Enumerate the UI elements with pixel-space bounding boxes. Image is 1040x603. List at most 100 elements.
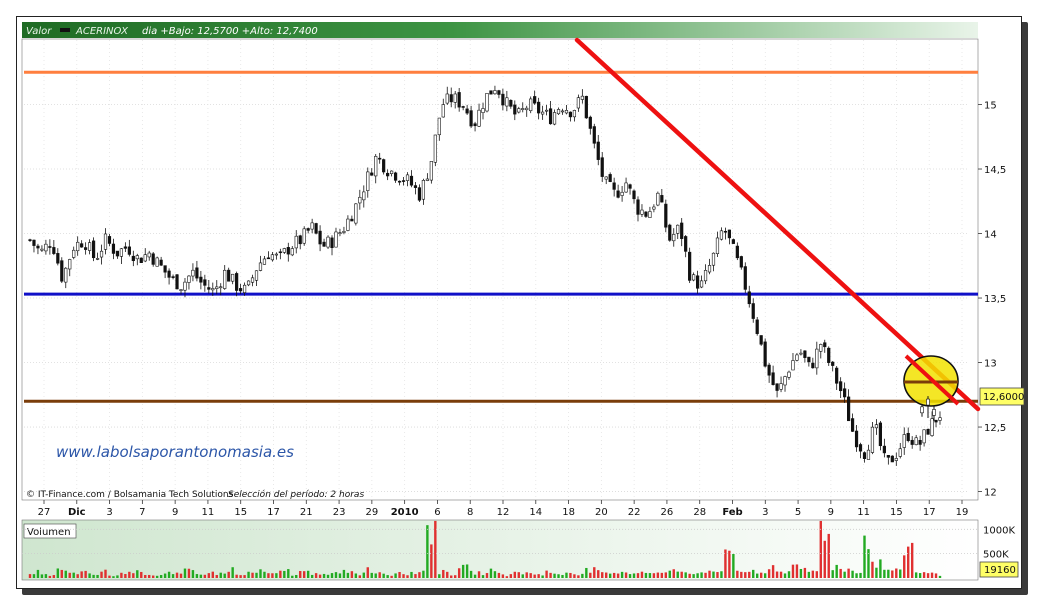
candle-body [88, 242, 92, 251]
volume-bar [521, 574, 524, 578]
volume-bar [275, 573, 278, 578]
volume-bar [672, 569, 675, 578]
volume-bar [326, 574, 330, 578]
candle-body [235, 273, 239, 291]
volume-bar [831, 570, 834, 578]
candle-body [350, 218, 354, 222]
candle-body [449, 94, 453, 103]
level-lines [24, 70, 978, 403]
volume-bar [124, 574, 127, 578]
header-ticker: ACERINOX [75, 26, 129, 37]
candle-body [556, 109, 561, 115]
candle-body [699, 280, 704, 288]
candle-body [366, 171, 370, 191]
volume-bar [938, 575, 942, 578]
volume-bar [628, 574, 632, 578]
candle-body [572, 110, 577, 118]
candle-body [397, 180, 402, 183]
candle-body [839, 381, 843, 392]
candle-body [163, 265, 167, 273]
candle-body [791, 360, 795, 371]
candle-body [250, 277, 255, 283]
volume-bar [549, 572, 552, 578]
candle-body [147, 252, 151, 258]
candle-body [91, 240, 96, 259]
volume-bar [930, 572, 934, 578]
volume-bar [744, 572, 747, 578]
candle-body [386, 172, 390, 177]
volume-bar [533, 574, 536, 578]
volume-bar [716, 572, 719, 578]
volume-bar [88, 573, 91, 578]
candle-body [242, 284, 247, 293]
volume-bar [183, 568, 187, 578]
volume-bar [926, 573, 930, 578]
candle-body [926, 398, 930, 406]
candle-body [421, 180, 426, 200]
x-tick-label: 17 [923, 507, 936, 518]
volume-bar [231, 567, 234, 578]
candle-body [695, 275, 700, 289]
candle-body [850, 418, 855, 432]
volume-bar [664, 572, 668, 578]
volume-bar [545, 570, 548, 578]
candle-body [135, 255, 139, 260]
volume-bar [128, 571, 131, 578]
volume-bar [473, 574, 477, 578]
volume-bar [179, 573, 183, 578]
candle-body [167, 270, 171, 278]
volume-bar [203, 574, 207, 578]
volume-bar [692, 574, 695, 578]
candle-body [668, 224, 672, 241]
candle-body [493, 90, 497, 95]
candle-body [175, 274, 179, 290]
candle-body [807, 356, 811, 363]
candle-body [338, 232, 342, 235]
candle-body [513, 104, 517, 115]
header-label: Valor [26, 26, 52, 37]
volume-bar [132, 573, 135, 578]
volume-bar [271, 573, 274, 578]
volume-bar [148, 574, 151, 578]
candle-body [870, 426, 875, 453]
volume-bar [775, 571, 779, 578]
candle-body [866, 449, 871, 460]
volume-bar [191, 570, 195, 578]
candle-body [894, 458, 898, 461]
volume-bar [199, 574, 203, 578]
candle-body [541, 111, 545, 115]
volume-bar [155, 575, 159, 578]
candle-body [433, 134, 437, 163]
y-tick-label: 15 [984, 101, 997, 112]
volume-bar [541, 575, 544, 578]
volume-bar [839, 568, 842, 578]
volume-bar [883, 569, 886, 578]
candle-body [326, 236, 330, 248]
candle-body [608, 174, 612, 182]
volume-bar [759, 572, 763, 578]
candle-body [191, 269, 195, 277]
candle-body [52, 247, 56, 254]
volume-bar [56, 568, 60, 578]
candle-body [334, 231, 338, 248]
volume-bar [501, 574, 505, 578]
candle-body [811, 362, 815, 369]
volume-bar [306, 570, 310, 578]
x-tick-label: 3 [762, 507, 768, 518]
candle-body [680, 222, 684, 239]
volume-bar [620, 571, 624, 578]
candle-body [362, 191, 366, 201]
volume-bar [295, 574, 298, 578]
candle-body [223, 269, 227, 289]
volume-bar [553, 573, 556, 578]
candle-body [779, 383, 783, 390]
volume-label: Volumen [27, 527, 71, 538]
x-tick-label: 23 [333, 507, 346, 518]
volume-bar [899, 569, 902, 578]
volume-bar [771, 565, 775, 578]
candle-body [294, 235, 298, 249]
candle-body [664, 203, 668, 228]
volume-bar [430, 544, 433, 578]
candle-body [580, 95, 584, 100]
